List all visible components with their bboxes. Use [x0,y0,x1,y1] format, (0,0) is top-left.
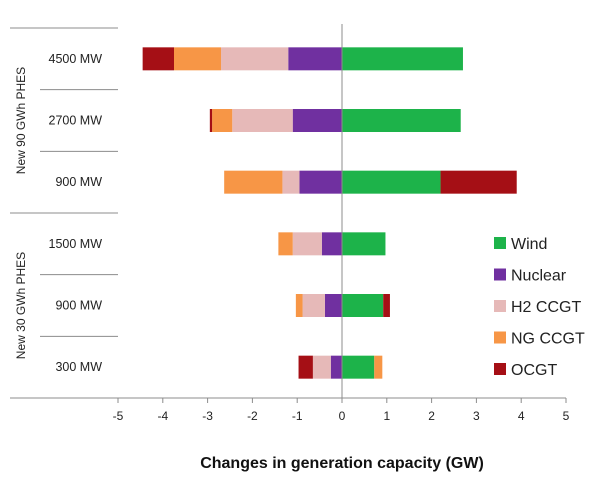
bar-nuclear [324,294,342,317]
x-tick-label: 0 [339,409,346,423]
category-label: 300 MW [55,360,102,374]
x-tick-label: 4 [518,409,525,423]
bar-ocgt [383,294,390,317]
legend-swatch [494,268,506,281]
category-label: 1500 MW [49,237,103,251]
bar-h2-ccgt [302,294,325,317]
bars [142,47,517,379]
labels: 4500 MW 2700 MW 900 MW 1500 MW 900 MW 300 MW N… [14,52,102,374]
axes: -5 -4 -3 -2 -1 0 1 2 3 4 5 [113,24,570,423]
bar-ng-ccgt [278,232,293,256]
bar-ocgt [440,170,517,194]
legend-swatch [494,331,506,344]
bar-nuclear [330,355,342,379]
bar-nuclear [292,109,342,132]
bar-ng-ccgt [374,355,383,379]
x-tick-label: -5 [113,409,124,423]
bar-ocgt [142,47,174,71]
bar-ng-ccgt [224,170,283,194]
legend-label: Wind [511,236,547,253]
x-tick-label: -4 [157,409,168,423]
bar-ng-ccgt [295,294,303,317]
bar-wind [342,294,384,317]
category-label: 900 MW [55,175,102,189]
bar-wind [342,355,375,379]
bar-ng-ccgt [212,109,233,132]
legend-label: NG CCGT [511,331,585,348]
bar-h2-ccgt [292,232,322,256]
bar-wind [342,170,441,194]
bar-wind [342,232,386,256]
category-label: 900 MW [55,299,102,313]
x-axis-title: Changes in generation capacity (GW) [200,455,484,472]
x-tick-label: -3 [202,409,213,423]
x-tick-label: 3 [473,409,480,423]
legend-swatch [494,237,506,249]
group-label: New 90 GWh PHES [14,67,28,174]
x-tick-label: 5 [563,409,570,423]
bar-nuclear [299,170,342,194]
group-label: New 30 GWh PHES [14,252,28,359]
legend-label: H2 CCGT [511,299,581,316]
bar-ocgt [298,355,313,379]
bar-nuclear [288,47,342,71]
x-tick-label: -1 [292,409,303,423]
bar-nuclear [321,232,342,256]
legend: Wind Nuclear H2 CCGT NG CCGT OCGT [494,236,585,379]
bar-h2-ccgt [312,355,331,379]
legend-label: OCGT [511,362,557,379]
bar-ng-ccgt [174,47,222,71]
x-tick-label: 1 [383,409,390,423]
bar-ocgt [209,109,213,132]
legend-swatch [494,363,506,375]
bar-wind [342,47,463,71]
bar-h2-ccgt [232,109,293,132]
bar-h2-ccgt [221,47,289,71]
bar-h2-ccgt [282,170,300,194]
legend-swatch [494,300,506,312]
category-separators [10,27,118,399]
legend-label: Nuclear [511,268,567,285]
x-tick-label: -2 [247,409,258,423]
x-tick-label: 2 [428,409,435,423]
category-label: 4500 MW [49,52,103,66]
bar-wind [342,109,461,132]
category-label: 2700 MW [49,114,103,128]
